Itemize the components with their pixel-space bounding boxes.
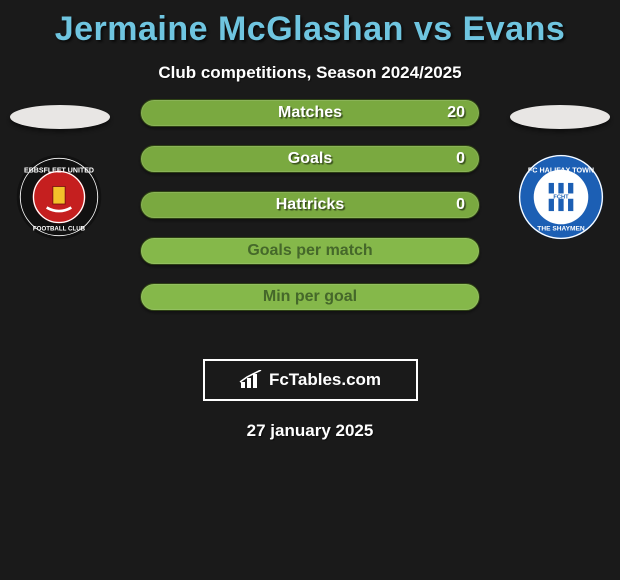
stat-value: 0 (456, 150, 465, 168)
date-text: 27 january 2025 (0, 421, 620, 441)
bar-chart-icon (239, 370, 265, 390)
stat-bars: Matches 20 Goals 0 Hattricks 0 Goals per… (140, 99, 480, 329)
comparison-area: EBBSFLEET UNITED FOOTBALL CLUB FC HALIFA… (0, 109, 620, 359)
club-badge-right: FC HALIFAX TOWN THE SHAYMEN FCHT (517, 153, 605, 241)
stat-value: 0 (456, 196, 465, 214)
brand-box: FcTables.com (203, 359, 418, 401)
stat-bar-matches: Matches 20 (140, 99, 480, 127)
stat-bar-goals: Goals 0 (140, 145, 480, 173)
svg-text:THE SHAYMEN: THE SHAYMEN (537, 225, 585, 232)
stat-label: Min per goal (263, 288, 357, 306)
stat-label: Hattricks (276, 196, 344, 214)
player-oval-right (510, 105, 610, 129)
player-oval-left (10, 105, 110, 129)
stat-label: Goals per match (247, 242, 372, 260)
stat-bar-goals-per-match: Goals per match (140, 237, 480, 265)
svg-text:EBBSFLEET UNITED: EBBSFLEET UNITED (24, 167, 94, 174)
svg-text:FCHT: FCHT (553, 194, 569, 200)
subtitle: Club competitions, Season 2024/2025 (0, 63, 620, 83)
stat-label: Matches (278, 104, 342, 122)
stat-bar-hattricks: Hattricks 0 (140, 191, 480, 219)
halifax-badge-icon: FC HALIFAX TOWN THE SHAYMEN FCHT (517, 153, 605, 241)
ebbsfleet-badge-icon: EBBSFLEET UNITED FOOTBALL CLUB (15, 153, 103, 241)
stat-bar-min-per-goal: Min per goal (140, 283, 480, 311)
page-title: Jermaine McGlashan vs Evans (0, 0, 620, 49)
club-badge-left: EBBSFLEET UNITED FOOTBALL CLUB (15, 153, 103, 241)
stat-value: 20 (447, 104, 465, 122)
brand-text: FcTables.com (269, 370, 381, 390)
svg-text:FOOTBALL CLUB: FOOTBALL CLUB (33, 225, 86, 232)
stat-label: Goals (288, 150, 332, 168)
svg-text:FC HALIFAX TOWN: FC HALIFAX TOWN (528, 165, 594, 174)
